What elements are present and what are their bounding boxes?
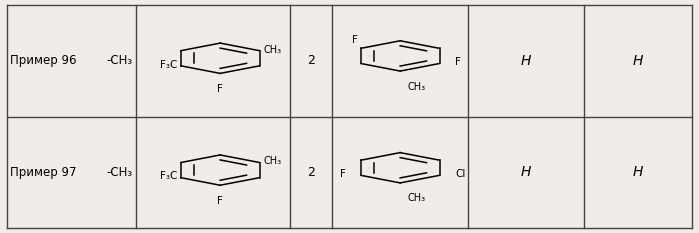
Text: H: H [633,54,643,68]
Text: 2: 2 [307,54,315,67]
Text: F: F [352,35,358,45]
Text: F: F [340,169,345,179]
Text: F: F [455,57,461,67]
Text: CH₃: CH₃ [263,45,281,55]
Text: CH₃: CH₃ [407,193,425,203]
Text: H: H [521,54,531,68]
Text: CH₃: CH₃ [407,82,425,92]
Text: -CH₃: -CH₃ [107,166,133,179]
Text: F₃C: F₃C [160,60,178,70]
Text: F: F [217,196,223,206]
Text: -CH₃: -CH₃ [107,54,133,67]
Text: Cl: Cl [455,169,466,179]
Text: H: H [521,165,531,179]
Text: 2: 2 [307,166,315,179]
Text: F: F [217,84,223,94]
Text: H: H [633,165,643,179]
Text: Пример 97: Пример 97 [10,166,77,179]
Text: F₃C: F₃C [160,171,178,182]
Text: Пример 96: Пример 96 [10,54,77,67]
Text: CH₃: CH₃ [263,156,281,166]
